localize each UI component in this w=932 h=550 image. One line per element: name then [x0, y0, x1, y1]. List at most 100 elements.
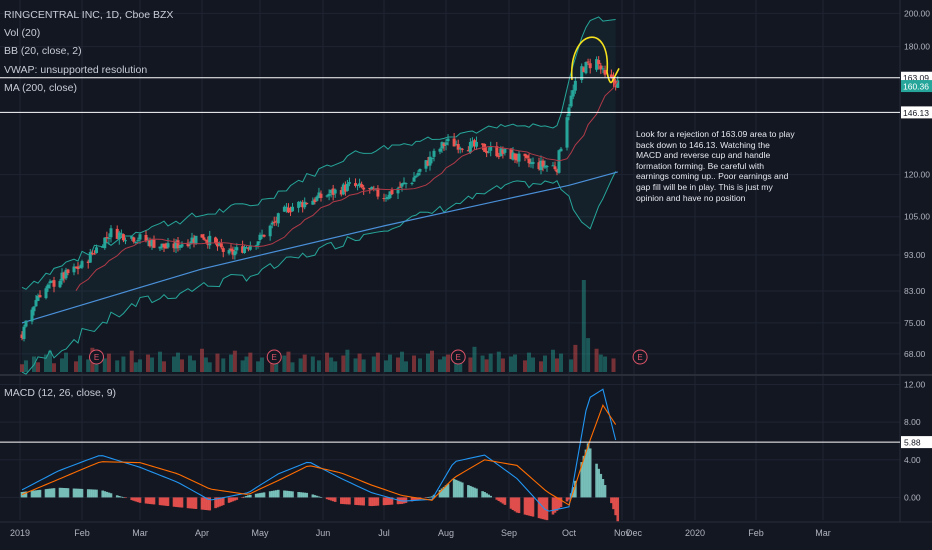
candle-body — [333, 189, 337, 194]
candle-body — [454, 144, 458, 146]
volume-bar — [509, 356, 513, 372]
volume-bar — [188, 355, 192, 372]
legend-ma200[interactable]: MA (200, close) — [4, 82, 77, 94]
macd-histogram-bar — [86, 489, 90, 498]
candle-body — [48, 281, 52, 284]
macd-histogram-bar — [342, 497, 345, 505]
candle-body — [515, 158, 519, 161]
candle-body — [78, 267, 82, 269]
candle-body — [227, 250, 231, 254]
macd-histogram-bar — [325, 497, 329, 500]
candle-body — [452, 138, 456, 147]
candle-body — [190, 237, 194, 244]
macd-histogram-bar — [172, 497, 176, 507]
candle-body — [595, 59, 599, 70]
macd-histogram-bar — [136, 497, 140, 503]
volume-bar — [496, 351, 501, 372]
volume-bar — [274, 359, 279, 372]
volume-bar — [384, 360, 388, 372]
volume-bar — [158, 351, 162, 372]
volume-bar — [60, 358, 64, 372]
candle-body — [229, 248, 233, 251]
macd-histogram-bar — [270, 490, 274, 498]
time-axis-label: Dec — [626, 528, 643, 538]
volume-bar — [472, 346, 477, 372]
macd-histogram-bar — [426, 497, 430, 498]
candle-body — [559, 148, 563, 152]
candle-body — [272, 221, 276, 223]
legend-symbol[interactable]: RINGCENTRAL INC, 1D, Cboe BZX — [4, 9, 174, 21]
volume-bar — [121, 356, 126, 372]
candle-body — [315, 196, 319, 201]
price-level-label: 146.13 — [903, 108, 929, 118]
candle-body — [246, 248, 250, 250]
macd-axis-label: 0.00 — [904, 492, 921, 502]
macd-histogram-bar — [38, 489, 42, 498]
macd-histogram-bar — [313, 495, 317, 498]
volume-bar — [290, 362, 295, 372]
candle-body — [529, 162, 533, 164]
candle-body — [132, 237, 136, 242]
candle-body — [404, 183, 408, 185]
candle-body — [305, 202, 309, 204]
candle-body — [438, 148, 442, 152]
candle-body — [517, 153, 521, 162]
macd-histogram-bar — [444, 485, 448, 498]
macd-histogram-bar — [258, 493, 262, 498]
candle-body — [136, 240, 140, 242]
volume-bar — [438, 359, 442, 372]
candle-body — [555, 169, 559, 173]
candle-body — [402, 182, 406, 184]
volume-bar — [260, 357, 265, 372]
macd-histogram-bar — [612, 497, 615, 510]
macd-histogram-bar — [539, 497, 543, 519]
candle-body — [511, 152, 515, 160]
candle-body — [458, 147, 462, 149]
time-axis-label: 2019 — [10, 528, 30, 538]
candle-body — [396, 188, 400, 194]
candle-body — [523, 153, 527, 157]
candle-body — [601, 68, 605, 70]
candle-body — [90, 253, 94, 255]
macd-histogram-bar — [517, 497, 521, 514]
legend-vwap[interactable]: VWAP: unsupported resolution — [4, 64, 148, 76]
candle-body — [243, 247, 247, 253]
macd-histogram-bar — [30, 490, 34, 498]
macd-histogram-bar — [317, 496, 321, 498]
candle-body — [174, 241, 178, 249]
time-axis-label: 2020 — [685, 528, 705, 538]
candle-body — [468, 141, 472, 153]
candle-body — [95, 247, 98, 254]
candle-body — [121, 234, 125, 241]
macd-histogram-bar — [527, 497, 531, 516]
candle-body — [370, 186, 374, 190]
volume-bar — [418, 358, 422, 372]
macd-histogram-bar — [428, 496, 432, 498]
volume-bar — [200, 348, 204, 372]
candle-body — [446, 138, 450, 142]
legend-macd[interactable]: MACD (12, 26, close, 9) — [4, 387, 117, 399]
candle-body — [276, 213, 280, 224]
macd-histogram-bar — [416, 497, 420, 500]
volume-bar — [244, 356, 249, 372]
macd-histogram-bar — [511, 497, 515, 510]
legend-bollinger[interactable]: BB (20, close, 2) — [4, 45, 82, 57]
earnings-label: E — [456, 353, 461, 362]
candle-body — [329, 189, 333, 194]
candle-body — [64, 269, 68, 279]
earnings-marker — [89, 349, 104, 365]
volume-bar — [555, 358, 559, 372]
volume-bar — [215, 353, 220, 372]
volume-bar — [333, 361, 338, 372]
volume-bar — [229, 354, 233, 372]
macd-histogram-bar — [360, 497, 363, 506]
candle-body — [299, 201, 303, 204]
candle-body — [34, 300, 38, 307]
macd-histogram-bar — [333, 497, 337, 502]
legend-volume[interactable]: Vol (20) — [4, 27, 41, 39]
macd-histogram — [20, 443, 620, 522]
candlesticks — [20, 56, 620, 342]
macd-histogram-bar — [344, 497, 347, 505]
macd-histogram-bar — [162, 497, 166, 506]
